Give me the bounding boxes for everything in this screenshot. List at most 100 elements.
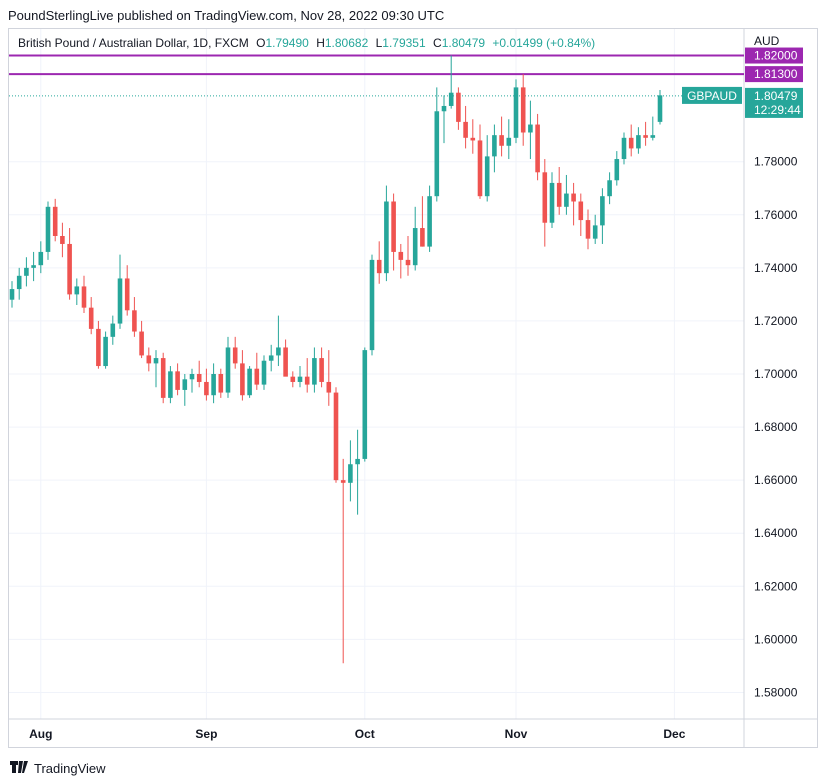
candle-body[interactable] [304, 376, 310, 385]
x-tick-label: Sep [195, 727, 217, 741]
candle-body[interactable] [218, 374, 224, 393]
candle-body[interactable] [420, 228, 425, 247]
candle-body[interactable] [499, 135, 504, 146]
candle-body[interactable] [628, 137, 634, 149]
candle-body[interactable] [376, 259, 382, 274]
candle-body[interactable] [355, 458, 360, 465]
candle-body[interactable] [240, 363, 245, 396]
candle-body[interactable] [463, 121, 468, 138]
candle-body[interactable] [621, 137, 627, 160]
candle-body[interactable] [312, 358, 317, 385]
candle-body[interactable] [427, 196, 432, 247]
candle-body[interactable] [247, 368, 252, 396]
candle-body[interactable] [110, 323, 116, 337]
candle-body[interactable] [160, 358, 166, 398]
candle-body[interactable] [16, 275, 22, 290]
candle-body[interactable] [60, 236, 65, 244]
candle-body[interactable] [52, 206, 58, 236]
candle-body[interactable] [175, 371, 180, 390]
candle-body[interactable] [614, 159, 620, 181]
candle-body[interactable] [67, 243, 72, 295]
candle-body[interactable] [412, 228, 418, 266]
candle-body[interactable] [513, 87, 519, 138]
candle-body[interactable] [38, 251, 44, 266]
candle-body[interactable] [211, 374, 216, 396]
candle-body[interactable] [297, 376, 303, 382]
candle-body[interactable] [117, 278, 123, 324]
candle-body[interactable] [600, 196, 605, 226]
candle-body[interactable] [103, 336, 108, 367]
candle-body[interactable] [578, 201, 584, 221]
candle-body[interactable] [391, 201, 396, 252]
candle-body[interactable] [88, 307, 94, 329]
candle-body[interactable] [189, 374, 195, 380]
candle-body[interactable] [636, 135, 641, 149]
candle-body[interactable] [139, 331, 144, 356]
candle-body[interactable] [492, 135, 497, 157]
candle-body[interactable] [283, 347, 288, 377]
candle-body[interactable] [650, 135, 656, 138]
candle-body[interactable] [571, 193, 576, 202]
candle-body[interactable] [225, 347, 231, 393]
y-tick-label: 1.62000 [754, 579, 798, 593]
candle-body[interactable] [268, 355, 274, 361]
candle-body[interactable] [607, 180, 612, 197]
candle-body[interactable] [528, 124, 533, 133]
candle-body[interactable] [549, 182, 555, 223]
candle-body[interactable] [31, 265, 36, 268]
candle-body[interactable] [74, 286, 80, 295]
candle-body[interactable] [168, 371, 173, 398]
candle-body[interactable] [182, 379, 188, 390]
candle-body[interactable] [340, 480, 346, 483]
candle-body[interactable] [592, 225, 598, 239]
candle-body[interactable] [348, 464, 353, 483]
candle-body[interactable] [153, 358, 159, 364]
candle-body[interactable] [657, 95, 663, 122]
candle-body[interactable] [470, 137, 476, 141]
candle-body[interactable] [96, 328, 101, 367]
y-tick-label: 1.70000 [754, 367, 798, 381]
candle-body[interactable] [477, 140, 483, 197]
candle-body[interactable] [369, 259, 375, 351]
candle-body[interactable] [333, 392, 339, 481]
candle-body[interactable] [434, 111, 440, 197]
candle-body[interactable] [456, 92, 461, 122]
candle-body[interactable] [204, 381, 209, 396]
candle-body[interactable] [564, 193, 569, 207]
x-tick-label: Dec [663, 727, 685, 741]
candle-body[interactable] [290, 376, 296, 382]
candle-body[interactable] [556, 182, 562, 207]
candle-body[interactable] [146, 355, 152, 364]
candle-body[interactable] [542, 172, 548, 223]
candle-body[interactable] [319, 358, 324, 382]
candle-body[interactable] [398, 251, 404, 260]
candle-body[interactable] [448, 92, 454, 106]
candle-body[interactable] [254, 368, 260, 385]
candle-body[interactable] [441, 105, 447, 112]
candle-body[interactable] [261, 360, 267, 385]
candle-body[interactable] [520, 87, 526, 133]
y-tick-label: 1.68000 [754, 420, 798, 434]
candle-body[interactable] [643, 135, 648, 138]
legend-close-value: 1.80479 [441, 36, 486, 50]
candle-body[interactable] [132, 310, 137, 332]
chart-legend: British Pound / Australian Dollar, 1D, F… [18, 36, 595, 50]
legend-title: British Pound / Australian Dollar, 1D, F… [18, 36, 249, 50]
candle-body[interactable] [9, 289, 15, 300]
candle-body[interactable] [405, 259, 411, 266]
candle-body[interactable] [232, 347, 238, 364]
candle-body[interactable] [81, 286, 87, 308]
candle-body[interactable] [384, 201, 389, 274]
candle-body[interactable] [484, 156, 490, 197]
candle-body[interactable] [535, 124, 540, 173]
candle-body[interactable] [196, 374, 202, 382]
candle-body[interactable] [124, 278, 130, 311]
candle-body[interactable] [45, 206, 51, 252]
candle-body[interactable] [276, 347, 281, 356]
candle-body[interactable] [506, 137, 512, 146]
candle-body[interactable] [585, 220, 591, 239]
candle-body[interactable] [24, 267, 29, 276]
candle-body[interactable] [362, 350, 368, 459]
candle-body[interactable] [326, 381, 332, 393]
